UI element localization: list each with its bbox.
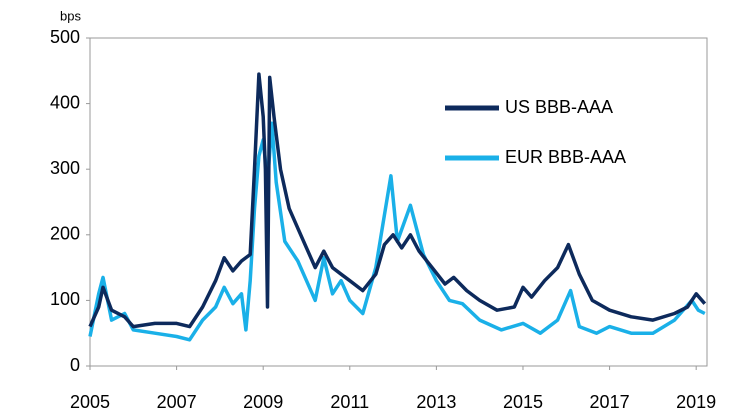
y-tick-label: 0	[70, 355, 80, 375]
x-tick-label: 2019	[676, 392, 716, 412]
y-tick-label: 200	[50, 224, 80, 244]
series-line	[88, 72, 707, 329]
y-tick-label: 500	[50, 27, 80, 47]
y-tick-label: 100	[50, 289, 80, 309]
x-tick-label: 2017	[590, 392, 630, 412]
y-tick-label: 400	[50, 92, 80, 112]
legend-label: EUR BBB-AAA	[505, 147, 626, 167]
x-tick-label: 2015	[503, 392, 543, 412]
plot-frame	[89, 37, 708, 367]
y-unit: bps	[60, 8, 81, 23]
y-tick-label: 300	[50, 158, 80, 178]
series-line	[88, 121, 706, 342]
x-tick-label: 2011	[330, 392, 369, 412]
x-tick-label: 2009	[243, 392, 283, 412]
legend-label: US BBB-AAA	[505, 97, 613, 117]
x-tick-label: 2007	[157, 392, 197, 412]
x-tick-label: 2005	[70, 392, 110, 412]
x-tick-label: 2013	[416, 392, 456, 412]
